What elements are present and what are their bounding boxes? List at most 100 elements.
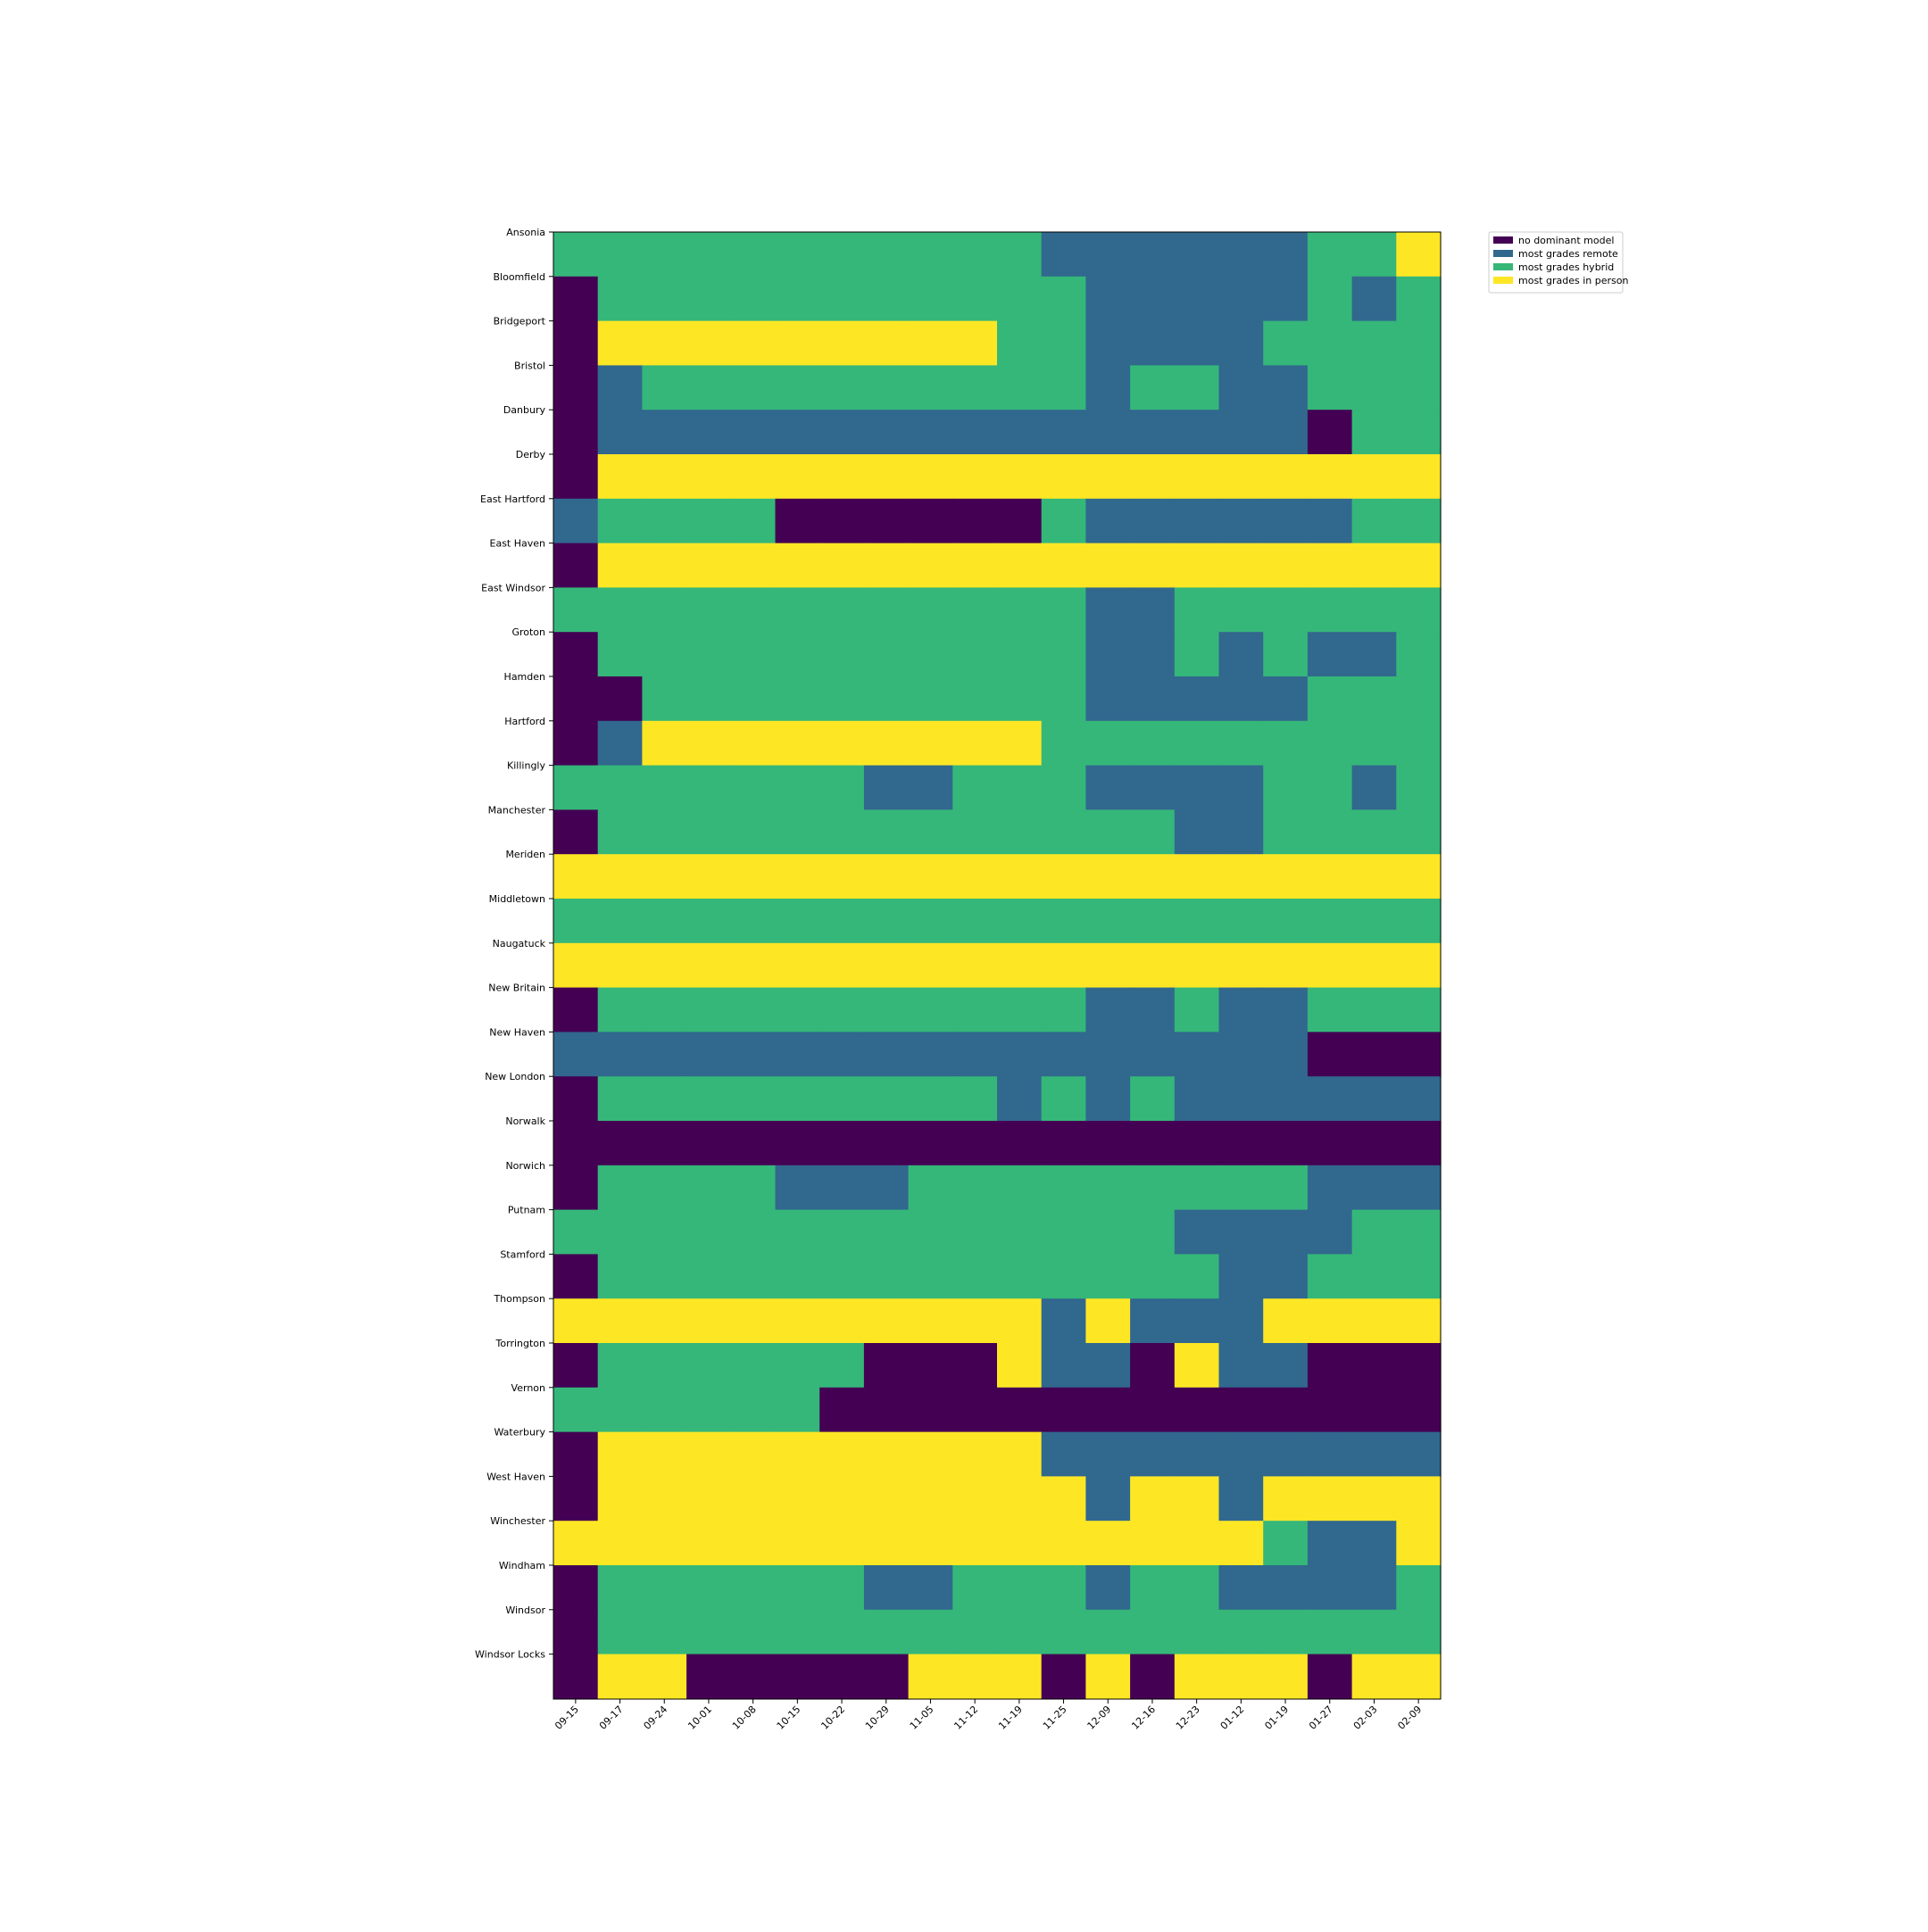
heatmap-cell xyxy=(1085,765,1131,810)
legend-swatch xyxy=(1493,277,1513,284)
heatmap-cell xyxy=(908,1521,953,1566)
heatmap-cell xyxy=(819,809,865,855)
y-tick-label: Killingly xyxy=(507,760,545,772)
heatmap-cell xyxy=(1218,320,1264,366)
heatmap-cell xyxy=(1396,587,1442,633)
heatmap-cell xyxy=(553,543,599,588)
heatmap-cell xyxy=(1130,1298,1176,1344)
heatmap-cell xyxy=(819,765,865,810)
heatmap-cell xyxy=(1218,1254,1264,1299)
heatmap-cell xyxy=(1351,1165,1397,1211)
heatmap-cell xyxy=(553,1254,599,1299)
heatmap-cell xyxy=(730,1476,777,1522)
y-tick-label: Manchester xyxy=(488,804,546,816)
heatmap-cell xyxy=(686,942,732,989)
heatmap-cell xyxy=(597,1032,643,1077)
heatmap-cell xyxy=(775,1521,820,1566)
heatmap-cell xyxy=(686,899,732,944)
heatmap-cell xyxy=(1351,320,1397,366)
heatmap-cell xyxy=(1351,809,1397,855)
heatmap-cell xyxy=(1085,809,1131,855)
heatmap-cell xyxy=(1396,1032,1442,1077)
heatmap-cell xyxy=(553,1521,599,1566)
y-tick-label: Middletown xyxy=(489,893,545,905)
heatmap-cell xyxy=(1351,676,1397,722)
heatmap-cell xyxy=(775,1032,820,1077)
heatmap-cell xyxy=(1396,1565,1442,1611)
heatmap-cell xyxy=(686,587,732,633)
heatmap-cell xyxy=(908,1476,953,1522)
heatmap-cell xyxy=(1351,587,1397,633)
heatmap-cell xyxy=(997,809,1043,855)
heatmap-cell xyxy=(597,1254,643,1299)
heatmap-cell xyxy=(1085,720,1131,767)
heatmap-cell xyxy=(730,676,777,722)
heatmap-cell xyxy=(908,232,953,278)
heatmap-cell xyxy=(686,1476,732,1522)
heatmap-cell xyxy=(597,1521,643,1566)
heatmap-cell xyxy=(1396,899,1442,944)
heatmap-cell xyxy=(1351,1254,1397,1299)
heatmap-cell xyxy=(1085,987,1131,1032)
heatmap-cell xyxy=(686,498,732,544)
heatmap-cell xyxy=(997,1654,1043,1699)
heatmap-cell xyxy=(642,1298,687,1344)
heatmap-cell xyxy=(1396,987,1442,1032)
heatmap-cell xyxy=(952,320,998,366)
heatmap-cell xyxy=(1396,410,1442,455)
heatmap-cell xyxy=(908,1254,953,1299)
heatmap-cell xyxy=(775,1076,820,1122)
heatmap-cell xyxy=(730,1609,777,1655)
y-tick-label: East Windsor xyxy=(481,582,545,593)
heatmap-cell xyxy=(597,1565,643,1611)
heatmap-cell xyxy=(642,365,687,410)
y-tick-label: Hamden xyxy=(504,671,545,683)
heatmap-cell xyxy=(1396,1209,1442,1255)
heatmap-cell xyxy=(952,1476,998,1522)
heatmap-cell xyxy=(863,410,910,455)
heatmap-cell xyxy=(775,854,820,900)
legend-swatch xyxy=(1493,236,1513,244)
heatmap-cell xyxy=(863,232,910,278)
heatmap-cell xyxy=(1263,1654,1309,1699)
heatmap-cell xyxy=(597,365,643,410)
heatmap-cell xyxy=(863,1521,910,1566)
heatmap-cell xyxy=(1041,1076,1086,1122)
heatmap-cell xyxy=(952,1209,998,1255)
heatmap-cell xyxy=(553,320,599,366)
heatmap-cell xyxy=(1041,1654,1086,1699)
heatmap-cell xyxy=(1130,543,1176,588)
heatmap-cell xyxy=(952,232,998,278)
y-tick-label: West Haven xyxy=(486,1471,545,1482)
heatmap-cell xyxy=(730,1165,777,1211)
heatmap-cell xyxy=(1174,1654,1220,1699)
heatmap-cell xyxy=(819,454,865,500)
heatmap-cell xyxy=(775,632,820,677)
heatmap-cell xyxy=(730,1032,777,1077)
heatmap-cell xyxy=(730,410,777,455)
heatmap-cell xyxy=(1174,410,1220,455)
heatmap-cell xyxy=(1263,809,1309,855)
heatmap-cell xyxy=(908,543,953,588)
heatmap-cell xyxy=(1174,676,1220,722)
heatmap-cell xyxy=(553,1209,599,1255)
heatmap-cell xyxy=(1396,1298,1442,1344)
heatmap-cell xyxy=(730,632,777,677)
heatmap-cell xyxy=(730,498,777,544)
heatmap-cell xyxy=(1218,1165,1264,1211)
heatmap-cell xyxy=(1174,1209,1220,1255)
legend-label: no dominant model xyxy=(1518,235,1614,246)
heatmap-cell xyxy=(730,1298,777,1344)
heatmap-cell xyxy=(819,1654,865,1699)
heatmap-cell xyxy=(997,1165,1043,1211)
heatmap-cell xyxy=(1351,1387,1397,1433)
heatmap-cell xyxy=(1085,1209,1131,1255)
heatmap-cell xyxy=(1351,1076,1397,1122)
heatmap-cell xyxy=(730,454,777,500)
heatmap-cell xyxy=(553,1032,599,1077)
heatmap-cell xyxy=(1351,1431,1397,1477)
heatmap-cell xyxy=(730,1254,777,1299)
heatmap-cell xyxy=(908,1387,953,1433)
heatmap-cell xyxy=(997,987,1043,1032)
heatmap-cell xyxy=(775,454,820,500)
